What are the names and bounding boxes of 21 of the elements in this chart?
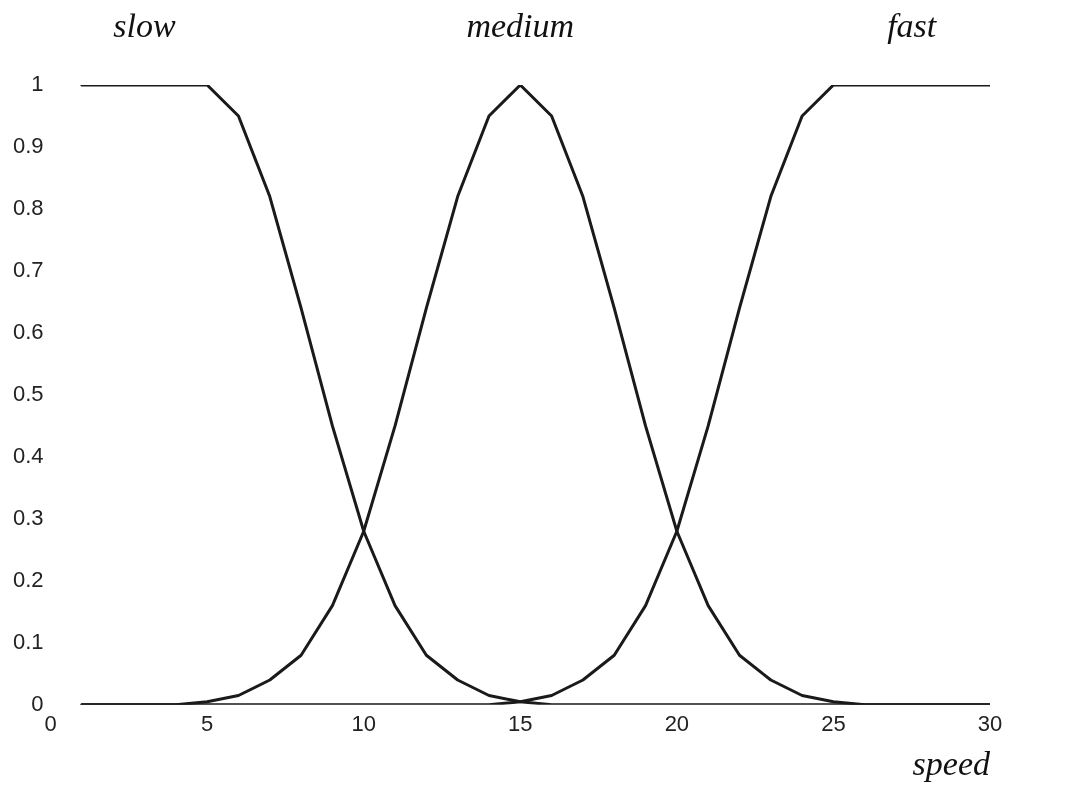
x-tick-label: 25 xyxy=(821,711,846,737)
y-tick-label: 0 xyxy=(31,690,44,716)
x-tick-label: 30 xyxy=(977,711,1003,737)
series-label: medium xyxy=(466,6,575,44)
x-axis-title: speed xyxy=(912,744,991,782)
y-tick-label: 0.7 xyxy=(12,257,44,282)
y-tick-label: 0.9 xyxy=(12,133,44,159)
x-tick-label: 15 xyxy=(508,711,533,737)
y-tick-label: 0.8 xyxy=(12,195,44,221)
y-tick-label: 0.5 xyxy=(12,380,44,406)
y-tick-label: 0.4 xyxy=(12,442,44,468)
series-label: fast xyxy=(887,6,938,44)
y-tick-label: 1 xyxy=(31,71,44,97)
y-tick-label: 0.3 xyxy=(12,504,44,530)
x-tick-label: 5 xyxy=(201,711,214,737)
y-tick-label: 0.6 xyxy=(12,318,44,344)
y-tick-label: 0.1 xyxy=(12,628,44,654)
x-tick-label: 10 xyxy=(351,711,376,737)
y-tick-label: 0.2 xyxy=(12,566,44,592)
x-tick-label: 20 xyxy=(664,711,690,737)
series-label: slow xyxy=(113,6,177,44)
